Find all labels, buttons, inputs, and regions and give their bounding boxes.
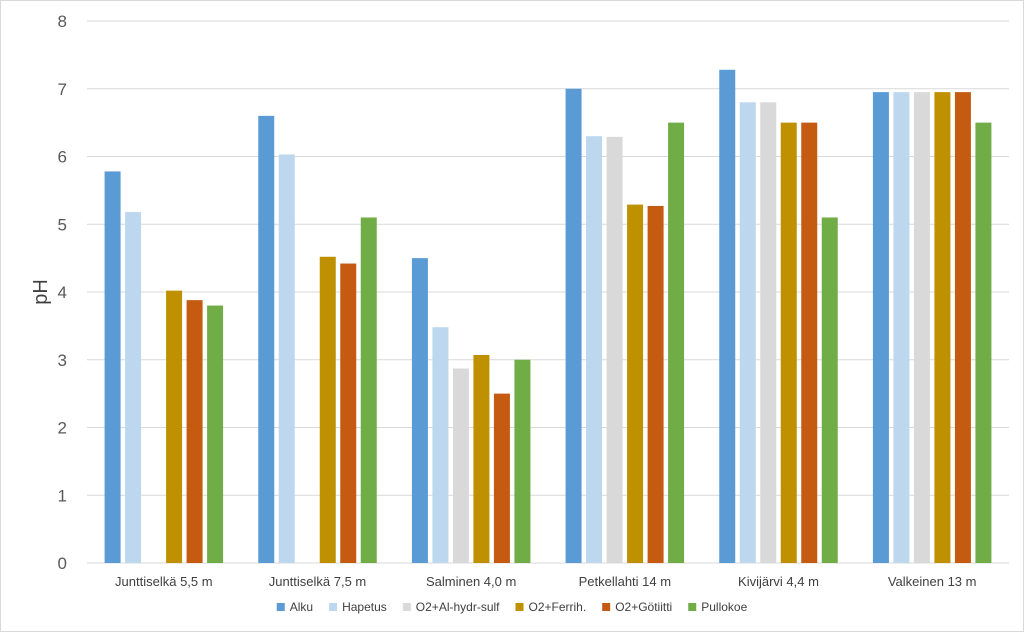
bar [186, 300, 203, 563]
legend-swatch [602, 603, 611, 611]
y-tick-label: 4 [58, 283, 67, 302]
y-tick-label: 7 [58, 80, 67, 99]
legend-label: Hapetus [342, 600, 387, 614]
bar [452, 368, 469, 563]
bar [668, 122, 685, 563]
legend-swatch [276, 603, 285, 611]
y-tick-label: 3 [58, 351, 67, 370]
legend-label: O2+Ferrih. [529, 600, 587, 614]
x-category-label: Junttiselkä 7,5 m [269, 574, 367, 589]
legend: Alku Hapetus O2+Al-hydr-sulf O2+Ferrih. O2+G… [276, 600, 748, 614]
bar [411, 258, 428, 563]
bar [319, 256, 336, 563]
y-tick-label: 2 [58, 419, 67, 438]
bar [473, 355, 490, 563]
bar [739, 102, 756, 564]
x-category-label: Junttiselkä 5,5 m [115, 574, 213, 589]
bar [913, 92, 930, 563]
x-category-label: Salminen 4,0 m [426, 574, 516, 589]
bar [975, 122, 992, 563]
bar [278, 154, 295, 563]
bar [647, 205, 664, 563]
legend-swatch [402, 603, 411, 611]
legend-label: Alku [290, 600, 313, 614]
x-axis-categories: Junttiselkä 5,5 m Junttiselkä 7,5 m Salmin… [115, 574, 976, 589]
bars [104, 69, 992, 564]
x-category-label: Kivijärvi 4,4 m [738, 574, 819, 589]
gridlines [87, 20, 1009, 564]
bar [166, 290, 183, 563]
bar [207, 305, 224, 563]
bar [258, 115, 275, 563]
bar [586, 136, 603, 564]
x-category-label: Valkeinen 13 m [888, 574, 977, 589]
y-tick-label: 5 [58, 215, 67, 234]
legend-swatch [329, 603, 338, 611]
legend-swatch [515, 603, 524, 611]
y-tick-label: 8 [58, 12, 67, 31]
y-tick-label: 6 [58, 148, 67, 167]
bar [719, 69, 736, 563]
bar [821, 217, 838, 563]
bar [954, 92, 971, 563]
y-axis-ticks: 0 1 2 3 4 5 6 7 8 [58, 12, 67, 573]
bar [125, 212, 142, 563]
x-category-label: Petkellahti 14 m [579, 574, 672, 589]
legend-swatch [688, 603, 697, 611]
bar [627, 204, 644, 564]
legend-label: O2+Al-hydr-sulf [416, 600, 500, 614]
bar [565, 88, 582, 563]
bar [934, 92, 951, 563]
bar [760, 102, 777, 564]
bar [801, 122, 818, 563]
legend-label: Pullokoe [701, 600, 747, 614]
bar [872, 92, 889, 563]
legend-label: O2+Götiitti [615, 600, 672, 614]
bar [360, 217, 377, 563]
bar [606, 136, 623, 564]
y-tick-label: 0 [58, 554, 67, 573]
bar [514, 359, 531, 563]
bar [432, 327, 449, 563]
bar [104, 171, 121, 563]
bar [893, 92, 910, 563]
bar [340, 263, 357, 563]
y-tick-label: 1 [58, 486, 67, 505]
y-axis-title: pH [30, 279, 52, 305]
bar [780, 122, 797, 563]
bar [493, 393, 510, 563]
